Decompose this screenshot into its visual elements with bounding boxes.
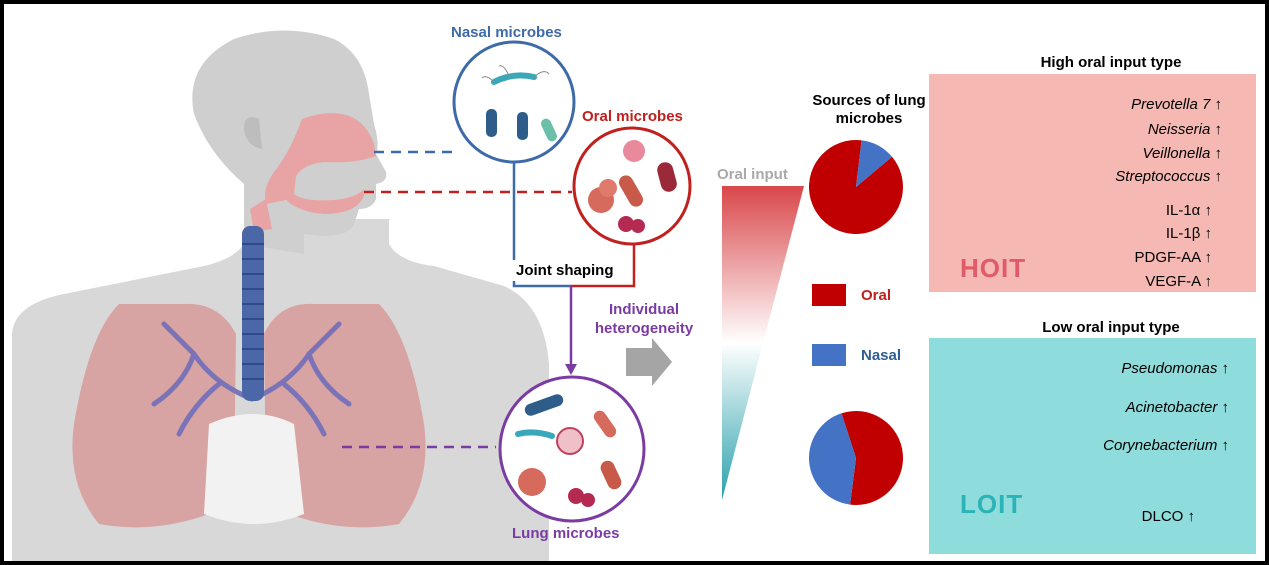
- loit-title: Low oral input type: [1042, 319, 1180, 336]
- hoit-cytokine: IL-1β ↑: [1165, 225, 1212, 242]
- hoit-cytokine: IL-1α ↑: [1165, 202, 1212, 219]
- oral-input-gradient: [722, 186, 804, 500]
- hoit-cytokine: PDGF-AA ↑: [1134, 249, 1212, 266]
- arrow-right-icon: [626, 338, 672, 386]
- hoit-abbreviation: HOIT: [960, 253, 1027, 283]
- hoit-pie-chart: [809, 140, 903, 234]
- pie-slice-oral: [841, 410, 904, 506]
- pie-slice-oral: [809, 140, 903, 234]
- oral-input-label: Oral input: [717, 166, 788, 183]
- oral-microbes-circle: [572, 126, 692, 246]
- loit-abbreviation: LOIT: [960, 489, 1024, 519]
- loit-pie-chart: [809, 410, 904, 506]
- pie-slice-nasal: [809, 413, 856, 505]
- legend-oral-label: Oral: [861, 287, 892, 304]
- diagram-canvas: [12, 30, 1104, 561]
- lung-microbes-circle: [498, 375, 646, 523]
- hoit-taxon: Prevotella 7 ↑: [1131, 96, 1222, 113]
- loit-taxon: Corynebacterium ↑: [1103, 437, 1229, 454]
- joint-shaping-label: Joint shaping: [512, 260, 618, 281]
- loit-function: DLCO ↑: [1141, 508, 1195, 525]
- hoit-taxon: Veillonella ↑: [1142, 145, 1223, 162]
- loit-taxon: Acinetobacter ↑: [1125, 399, 1229, 416]
- human-anatomy-icon: [12, 30, 549, 561]
- hoit-title: High oral input type: [1040, 54, 1182, 71]
- nasal-flow-line: [512, 162, 571, 288]
- legend-oral-swatch: [812, 284, 846, 306]
- loit-taxon: Pseudomonas ↑: [1121, 360, 1229, 377]
- hoit-panel: [929, 74, 1256, 292]
- nasal-microbes-circle: [452, 40, 576, 164]
- hoit-taxon: Streptococcus ↑: [1115, 168, 1222, 185]
- lung-microbes-label: Lung microbes: [512, 525, 620, 542]
- legend-nasal-swatch: [812, 344, 846, 366]
- nasal-microbes-label: Nasal microbes: [451, 24, 562, 41]
- sources-title: Sources of lung microbes: [812, 92, 926, 127]
- lung-flow-arrowhead: [565, 364, 577, 375]
- individual-heterogeneity-label: Individual heterogeneity: [594, 301, 694, 337]
- hoit-taxon: Neisseria ↑: [1147, 121, 1222, 138]
- oral-microbes-label: Oral microbes: [582, 108, 683, 125]
- oral-flow-line: [571, 244, 636, 288]
- pie-slice-nasal: [856, 140, 893, 187]
- legend-nasal-label: Nasal: [861, 347, 902, 364]
- hoit-cytokine: VEGF-A ↑: [1145, 273, 1212, 290]
- loit-panel: [929, 338, 1256, 554]
